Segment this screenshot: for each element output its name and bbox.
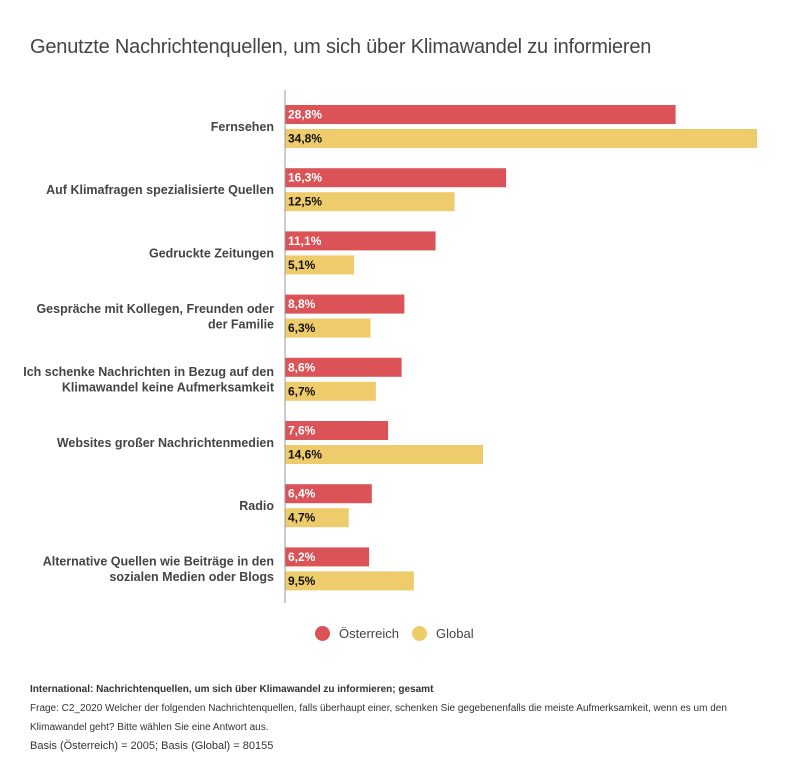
value-label: 16,3% <box>288 171 322 185</box>
footnote-question: Frage: C2_2020 Welcher der folgenden Nac… <box>30 703 727 733</box>
legend-item-global[interactable]: Global <box>412 626 474 641</box>
category-label-line: der Familie <box>208 317 274 331</box>
category-label: Alternative Quellen wie Beiträge in den s… <box>43 555 274 585</box>
category-label-line: Klimawandel keine Aufmerksamkeit <box>62 381 275 395</box>
chart-title: Genutzte Nachrichtenquellen, um sich übe… <box>30 36 652 58</box>
category-label-line: Auf Klimafragen spezialisierte Quellen <box>46 183 274 197</box>
legend-marker-oesterreich <box>315 626 330 641</box>
footnote-basis: Basis (Österreich) = 2005; Basis (Global… <box>30 740 274 752</box>
category-label: Gespräche mit Kollegen, Freunden oder der… <box>36 302 274 332</box>
value-label: 9,5% <box>288 574 316 588</box>
bar-oesterreich[interactable] <box>285 105 676 124</box>
bar-oesterreich[interactable] <box>285 421 389 440</box>
bar-oesterreich[interactable] <box>285 484 372 504</box>
bar-global[interactable] <box>285 129 757 148</box>
value-label: 6,4% <box>288 487 316 501</box>
value-label: 8,6% <box>288 360 316 374</box>
category-label: Ich schenke Nachrichten in Bezug auf den… <box>23 365 275 395</box>
footnotes: International: Nachrichtenquellen, um si… <box>30 680 770 756</box>
bar-oesterreich[interactable] <box>285 294 405 314</box>
value-label: 6,3% <box>288 321 316 335</box>
legend-marker-global <box>412 626 427 641</box>
bar-global[interactable] <box>285 192 455 212</box>
bar-oesterreich[interactable] <box>285 231 436 251</box>
category-label-line: Radio <box>239 499 274 513</box>
value-label: 12,5% <box>288 195 322 209</box>
bar-oesterreich[interactable] <box>285 168 507 188</box>
bar-global[interactable] <box>285 318 371 338</box>
value-label: 6,7% <box>288 384 316 398</box>
value-label: 8,8% <box>288 297 316 311</box>
category-label-line: Websites großer Nachrichtenmedien <box>57 436 274 450</box>
value-label: 14,6% <box>288 448 322 462</box>
bar-global[interactable] <box>285 571 414 591</box>
category-label: Gedruckte Zeitungen <box>149 246 274 260</box>
category-label-line: Gespräche mit Kollegen, Freunden oder <box>36 302 274 316</box>
value-label: 34,8% <box>288 132 322 146</box>
legend: Österreich Global <box>0 626 800 648</box>
bar-oesterreich[interactable] <box>285 547 370 567</box>
category-label-line: Fernsehen <box>211 120 274 134</box>
legend-item-oesterreich[interactable]: Österreich <box>315 626 399 641</box>
category-label: Radio <box>239 499 274 513</box>
category-label-line: sozialen Medien oder Blogs <box>109 570 274 584</box>
value-label: 11,1% <box>288 234 322 248</box>
legend-label-oesterreich: Österreich <box>339 626 399 641</box>
bar-global[interactable] <box>285 381 376 401</box>
footnote-title: International: Nachrichtenquellen, um si… <box>30 684 434 695</box>
bar-chart: Fernsehen 28,8% 34,8% Auf Klimafragen spezi… <box>23 90 757 603</box>
value-label: 5,1% <box>288 258 316 272</box>
category-label: Websites großer Nachrichtenmedien <box>57 436 274 450</box>
value-label: 4,7% <box>288 511 316 525</box>
legend-label-global: Global <box>436 626 474 641</box>
category-label-line: Alternative Quellen wie Beiträge in den <box>43 555 274 569</box>
category-label-line: Ich schenke Nachrichten in Bezug auf den <box>23 365 274 379</box>
bar-global[interactable] <box>285 255 355 275</box>
value-label: 7,6% <box>288 424 316 438</box>
bar-oesterreich[interactable] <box>285 357 402 377</box>
bar-global[interactable] <box>285 508 349 528</box>
value-label: 6,2% <box>288 550 316 564</box>
category-label-line: Gedruckte Zeitungen <box>149 246 274 260</box>
bar-global[interactable] <box>285 445 484 464</box>
category-label: Fernsehen <box>211 120 274 134</box>
value-label: 28,8% <box>288 108 322 122</box>
category-label: Auf Klimafragen spezialisierte Quellen <box>46 183 274 197</box>
